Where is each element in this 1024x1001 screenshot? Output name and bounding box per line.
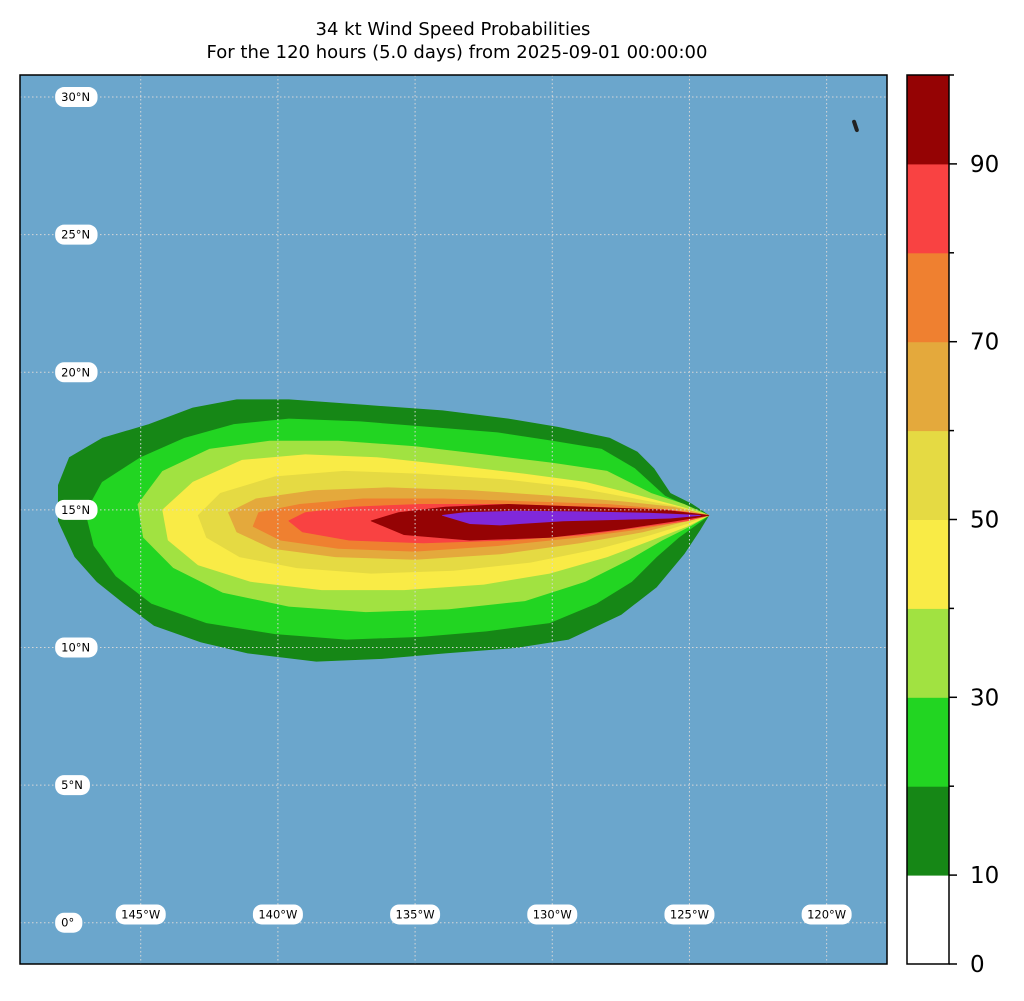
latitude-label: 20°N bbox=[61, 365, 90, 379]
longitude-label-box bbox=[390, 904, 441, 925]
gridlines bbox=[20, 75, 887, 964]
longitude-label-box bbox=[527, 904, 578, 925]
colorbar-segment-60 bbox=[907, 341, 949, 432]
contour-layer bbox=[58, 399, 710, 662]
island-shape bbox=[852, 119, 859, 133]
colorbar-segment-20 bbox=[907, 697, 949, 787]
graticule-labels: 30°N 25°N 20°N 15°N 10°N 5°N 0° 145°W 140°W 135°W… bbox=[55, 87, 852, 933]
colorbar-segment-90 bbox=[907, 75, 949, 165]
colorbar-segment-30 bbox=[907, 608, 949, 698]
map-frame bbox=[19, 74, 888, 965]
latitude-label-box bbox=[55, 775, 90, 796]
latitude-label-box bbox=[55, 362, 98, 383]
contour-band-90 bbox=[442, 510, 701, 526]
colorbar-ticks: 0 10 30 50 70 90 bbox=[949, 74, 999, 978]
latitude-label-box bbox=[55, 87, 98, 108]
latitude-label: 10°N bbox=[61, 640, 90, 654]
title-line-2: For the 120 hours (5.0 days) from 2025-0… bbox=[207, 42, 708, 63]
colorbar-tick-label: 50 bbox=[970, 508, 999, 534]
latitude-label: 5°N bbox=[61, 778, 83, 792]
longitude-label: 120°W bbox=[807, 907, 846, 921]
longitude-label: 135°W bbox=[396, 907, 435, 921]
colorbar-tick-label: 0 bbox=[970, 952, 985, 978]
longitude-label: 130°W bbox=[533, 907, 572, 921]
longitude-label: 145°W bbox=[121, 907, 160, 921]
longitude-label-box bbox=[664, 904, 715, 925]
colorbar-segment-50 bbox=[907, 430, 949, 520]
colorbar-segments bbox=[907, 75, 949, 965]
colorbar-segment-10 bbox=[907, 786, 949, 876]
colorbar-segment-70 bbox=[907, 252, 949, 343]
latitude-label-box bbox=[55, 912, 83, 933]
latitude-label: 0° bbox=[61, 916, 74, 930]
latitude-label: 15°N bbox=[61, 503, 90, 517]
latitude-label-box bbox=[55, 637, 98, 658]
colorbar-tick-label: 30 bbox=[970, 685, 999, 711]
latitude-label: 25°N bbox=[61, 228, 90, 242]
latitude-label-box bbox=[55, 224, 98, 245]
colorbar-tick-label: 90 bbox=[970, 152, 999, 178]
colorbar-tick-label: 10 bbox=[970, 863, 999, 889]
title-line-1: 34 kt Wind Speed Probabilities bbox=[316, 19, 591, 40]
colorbar-tick-label: 70 bbox=[970, 330, 999, 356]
longitude-label: 125°W bbox=[670, 907, 709, 921]
longitude-label-box bbox=[115, 904, 166, 925]
map-panel: 30°N 25°N 20°N 15°N 10°N 5°N 0° 145°W 140°W 135°W… bbox=[19, 74, 888, 965]
latitude-label: 30°N bbox=[61, 90, 90, 104]
colorbar-segment-0 bbox=[907, 875, 949, 965]
longitude-label: 140°W bbox=[258, 907, 297, 921]
colorbar-segment-40 bbox=[907, 519, 949, 609]
longitude-label-box bbox=[801, 904, 852, 925]
latitude-label-box bbox=[55, 499, 98, 520]
land-layer bbox=[852, 119, 859, 133]
longitude-label-box bbox=[252, 904, 303, 925]
colorbar-segment-80 bbox=[907, 163, 949, 254]
colorbar: 0 10 30 50 70 90 bbox=[906, 74, 999, 978]
